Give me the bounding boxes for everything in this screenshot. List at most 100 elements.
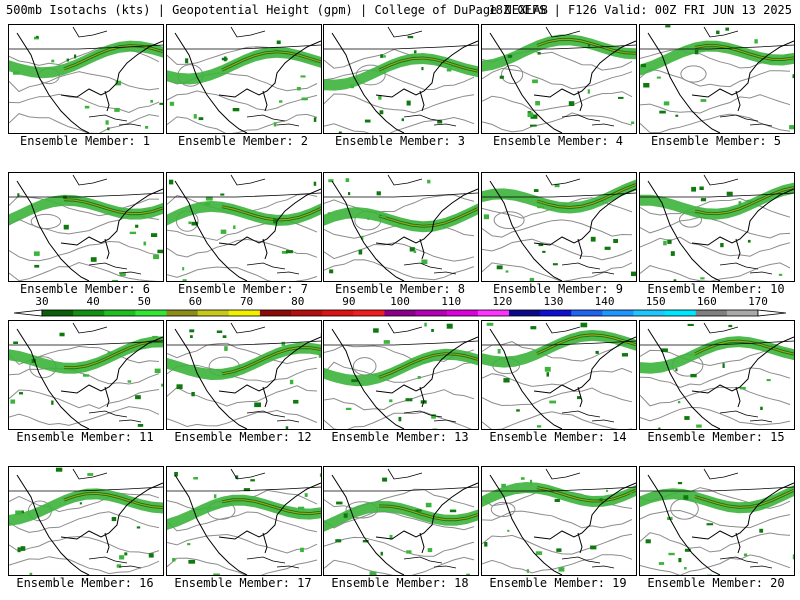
ensemble-member-map-14 (481, 320, 637, 430)
colorbar-swatch (197, 310, 230, 316)
ensemble-member-label-19: Ensemble Member: 19 (489, 576, 627, 590)
ensemble-member-map-5 (639, 24, 795, 134)
colorbar-tick-label: 110 (441, 295, 462, 308)
ensemble-member-label-8: Ensemble Member: 8 (334, 282, 466, 296)
colorbar-swatch (571, 310, 603, 316)
ensemble-member-map-11 (8, 320, 164, 430)
colorbar-swatch (384, 310, 417, 316)
member-map-graphic (482, 468, 636, 575)
colorbar-swatch (259, 310, 292, 316)
member-map-graphic (482, 174, 636, 281)
colorbar-tick-label: 170 (748, 295, 768, 308)
member-map-graphic (640, 322, 794, 429)
ensemble-member-label-7: Ensemble Member: 7 (177, 282, 309, 296)
colorbar-swatch (322, 310, 354, 316)
colorbar-swatch (540, 310, 572, 316)
ensemble-member-map-10 (639, 172, 795, 282)
ensemble-member-label-18: Ensemble Member: 18 (331, 576, 469, 590)
ensemble-member-map-8 (323, 172, 479, 282)
colorbar-tick-label: 40 (86, 295, 100, 308)
member-map-graphic (482, 322, 636, 429)
member-map-graphic (167, 322, 321, 429)
colorbar-swatch (353, 310, 385, 316)
ensemble-member-map-15 (639, 320, 795, 430)
ensemble-member-map-2 (166, 24, 322, 134)
member-map-graphic (9, 467, 163, 575)
colorbar-tick-label: 150 (645, 295, 666, 308)
member-map-graphic (324, 26, 478, 133)
ensemble-member-label-6: Ensemble Member: 6 (19, 282, 151, 296)
colorbar-tick-label: 160 (696, 295, 717, 308)
ensemble-member-label-9: Ensemble Member: 9 (492, 282, 624, 296)
ensemble-member-map-6 (8, 172, 164, 282)
colorbar-tick-label: 70 (239, 295, 254, 308)
member-map-graphic (167, 26, 321, 133)
member-map-graphic (9, 26, 163, 133)
colorbar-swatch (726, 310, 759, 316)
member-map-graphic (640, 25, 794, 133)
colorbar-tick-label: 80 (291, 295, 305, 308)
colorbar-swatch (291, 310, 323, 316)
colorbar-swatch (633, 310, 666, 316)
colorbar-tick-label: 100 (390, 295, 410, 308)
colorbar-tick-label: 30 (35, 295, 49, 308)
colorbar-tick-label: 90 (342, 295, 356, 308)
member-map-graphic (324, 174, 478, 281)
colorbar-swatch (104, 310, 136, 316)
colorbar-swatch (73, 310, 105, 316)
ensemble-member-label-4: Ensemble Member: 4 (492, 134, 624, 148)
ensemble-member-label-1: Ensemble Member: 1 (19, 134, 151, 148)
colorbar-swatch (166, 310, 199, 316)
ensemble-member-map-7 (166, 172, 322, 282)
colorbar-tick-label: 140 (594, 295, 615, 308)
colorbar-high-arrow (757, 309, 787, 317)
member-map-graphic (167, 468, 321, 575)
ensemble-member-label-3: Ensemble Member: 3 (334, 134, 466, 148)
colorbar-swatch (228, 310, 261, 316)
colorbar-swatch (415, 310, 448, 316)
ensemble-member-map-20 (639, 466, 795, 576)
colorbar-tick-label: 130 (543, 295, 564, 308)
ensemble-member-label-17: Ensemble Member: 17 (174, 576, 312, 590)
colorbar-swatch (695, 310, 728, 316)
header-valid-time: 18Z GEFS | F126 Valid: 00Z FRI JUN 13 20… (488, 3, 792, 17)
ensemble-member-map-9 (481, 172, 637, 282)
member-map-graphic (167, 174, 321, 281)
colorbar-swatch (42, 310, 74, 316)
ensemble-member-label-16: Ensemble Member: 16 (16, 576, 154, 590)
colorbar-swatch (446, 310, 479, 316)
ensemble-member-label-20: Ensemble Member: 20 (647, 576, 785, 590)
colorbar-tick-label: 50 (137, 295, 151, 308)
member-map-graphic (9, 322, 163, 429)
ensemble-member-label-10: Ensemble Member: 10 (647, 282, 785, 296)
colorbar-tick-label: 120 (492, 295, 513, 308)
colorbar-swatch (477, 310, 510, 316)
ensemble-member-map-12 (166, 320, 322, 430)
ensemble-member-map-16 (8, 466, 164, 576)
header-title: 500mb Isotachs (kts) | Geopotential Heig… (6, 3, 548, 17)
ensemble-member-label-13: Ensemble Member: 13 (331, 430, 469, 444)
colorbar-swatch (135, 310, 168, 316)
member-map-graphic (324, 468, 478, 575)
colorbar-swatch (664, 310, 697, 316)
ensemble-member-map-17 (166, 466, 322, 576)
ensemble-member-map-4 (481, 24, 637, 134)
ensemble-member-label-11: Ensemble Member: 11 (16, 430, 154, 444)
colorbar-tick-label: 60 (188, 295, 203, 308)
ensemble-member-label-2: Ensemble Member: 2 (177, 134, 309, 148)
colorbar-low-arrow (13, 309, 43, 317)
ensemble-member-label-15: Ensemble Member: 15 (647, 430, 785, 444)
member-map-graphic (482, 26, 636, 133)
member-map-graphic (640, 468, 794, 575)
ensemble-member-map-19 (481, 466, 637, 576)
ensemble-member-map-3 (323, 24, 479, 134)
member-map-graphic (9, 174, 163, 281)
ensemble-member-map-1 (8, 24, 164, 134)
isotach-colorbar (13, 309, 787, 317)
ensemble-member-label-5: Ensemble Member: 5 (650, 134, 782, 148)
ensemble-member-map-13 (323, 320, 479, 430)
ensemble-member-map-18 (323, 466, 479, 576)
ensemble-member-label-12: Ensemble Member: 12 (174, 430, 312, 444)
colorbar-swatch (508, 310, 541, 316)
ensemble-member-label-14: Ensemble Member: 14 (489, 430, 627, 444)
